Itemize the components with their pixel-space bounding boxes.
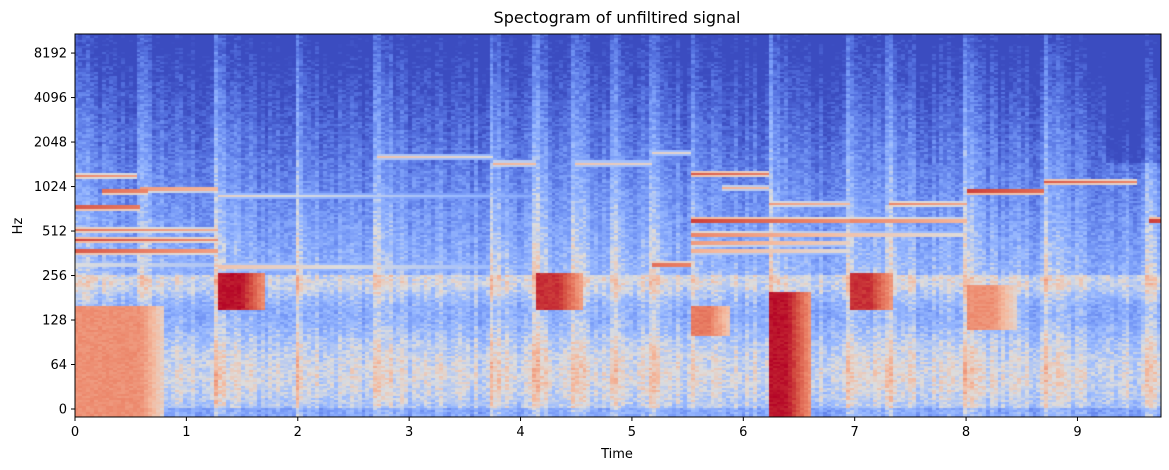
x-axis-label: Time [600,447,633,462]
y-tick-label: 1024 [34,180,67,195]
x-tick-label: 5 [628,425,636,440]
y-axis-label: Hz [11,218,26,235]
x-tick-label: 8 [962,425,970,440]
y-tick-label: 0 [59,403,67,418]
y-tick-label: 256 [42,269,67,284]
y-tick-label: 128 [42,314,67,329]
x-tick-label: 4 [516,425,524,440]
x-tick-label: 7 [851,425,859,440]
x-tick-label: 2 [294,425,302,440]
y-tick-label: 4096 [34,91,67,106]
spectrogram-image [75,34,1161,417]
y-tick-label: 8192 [34,47,67,62]
plot-frame [74,33,1162,418]
x-axis: 0 1 2 3 4 5 6 7 8 9 [71,417,1082,440]
x-tick-label: 9 [1073,425,1081,440]
x-tick-label: 1 [182,425,190,440]
y-tick-label: 64 [50,358,67,373]
x-tick-label: 3 [405,425,413,440]
y-tick-label: 512 [42,225,67,240]
chart-title: Spectogram of unfiltired signal [494,8,741,27]
x-tick-label: 0 [71,425,79,440]
spectrogram-plot-area [74,33,1162,418]
y-axis: 0 64 128 256 512 1024 2048 4096 8192 [34,47,75,418]
x-tick-label: 6 [739,425,747,440]
y-tick-label: 2048 [34,136,67,151]
